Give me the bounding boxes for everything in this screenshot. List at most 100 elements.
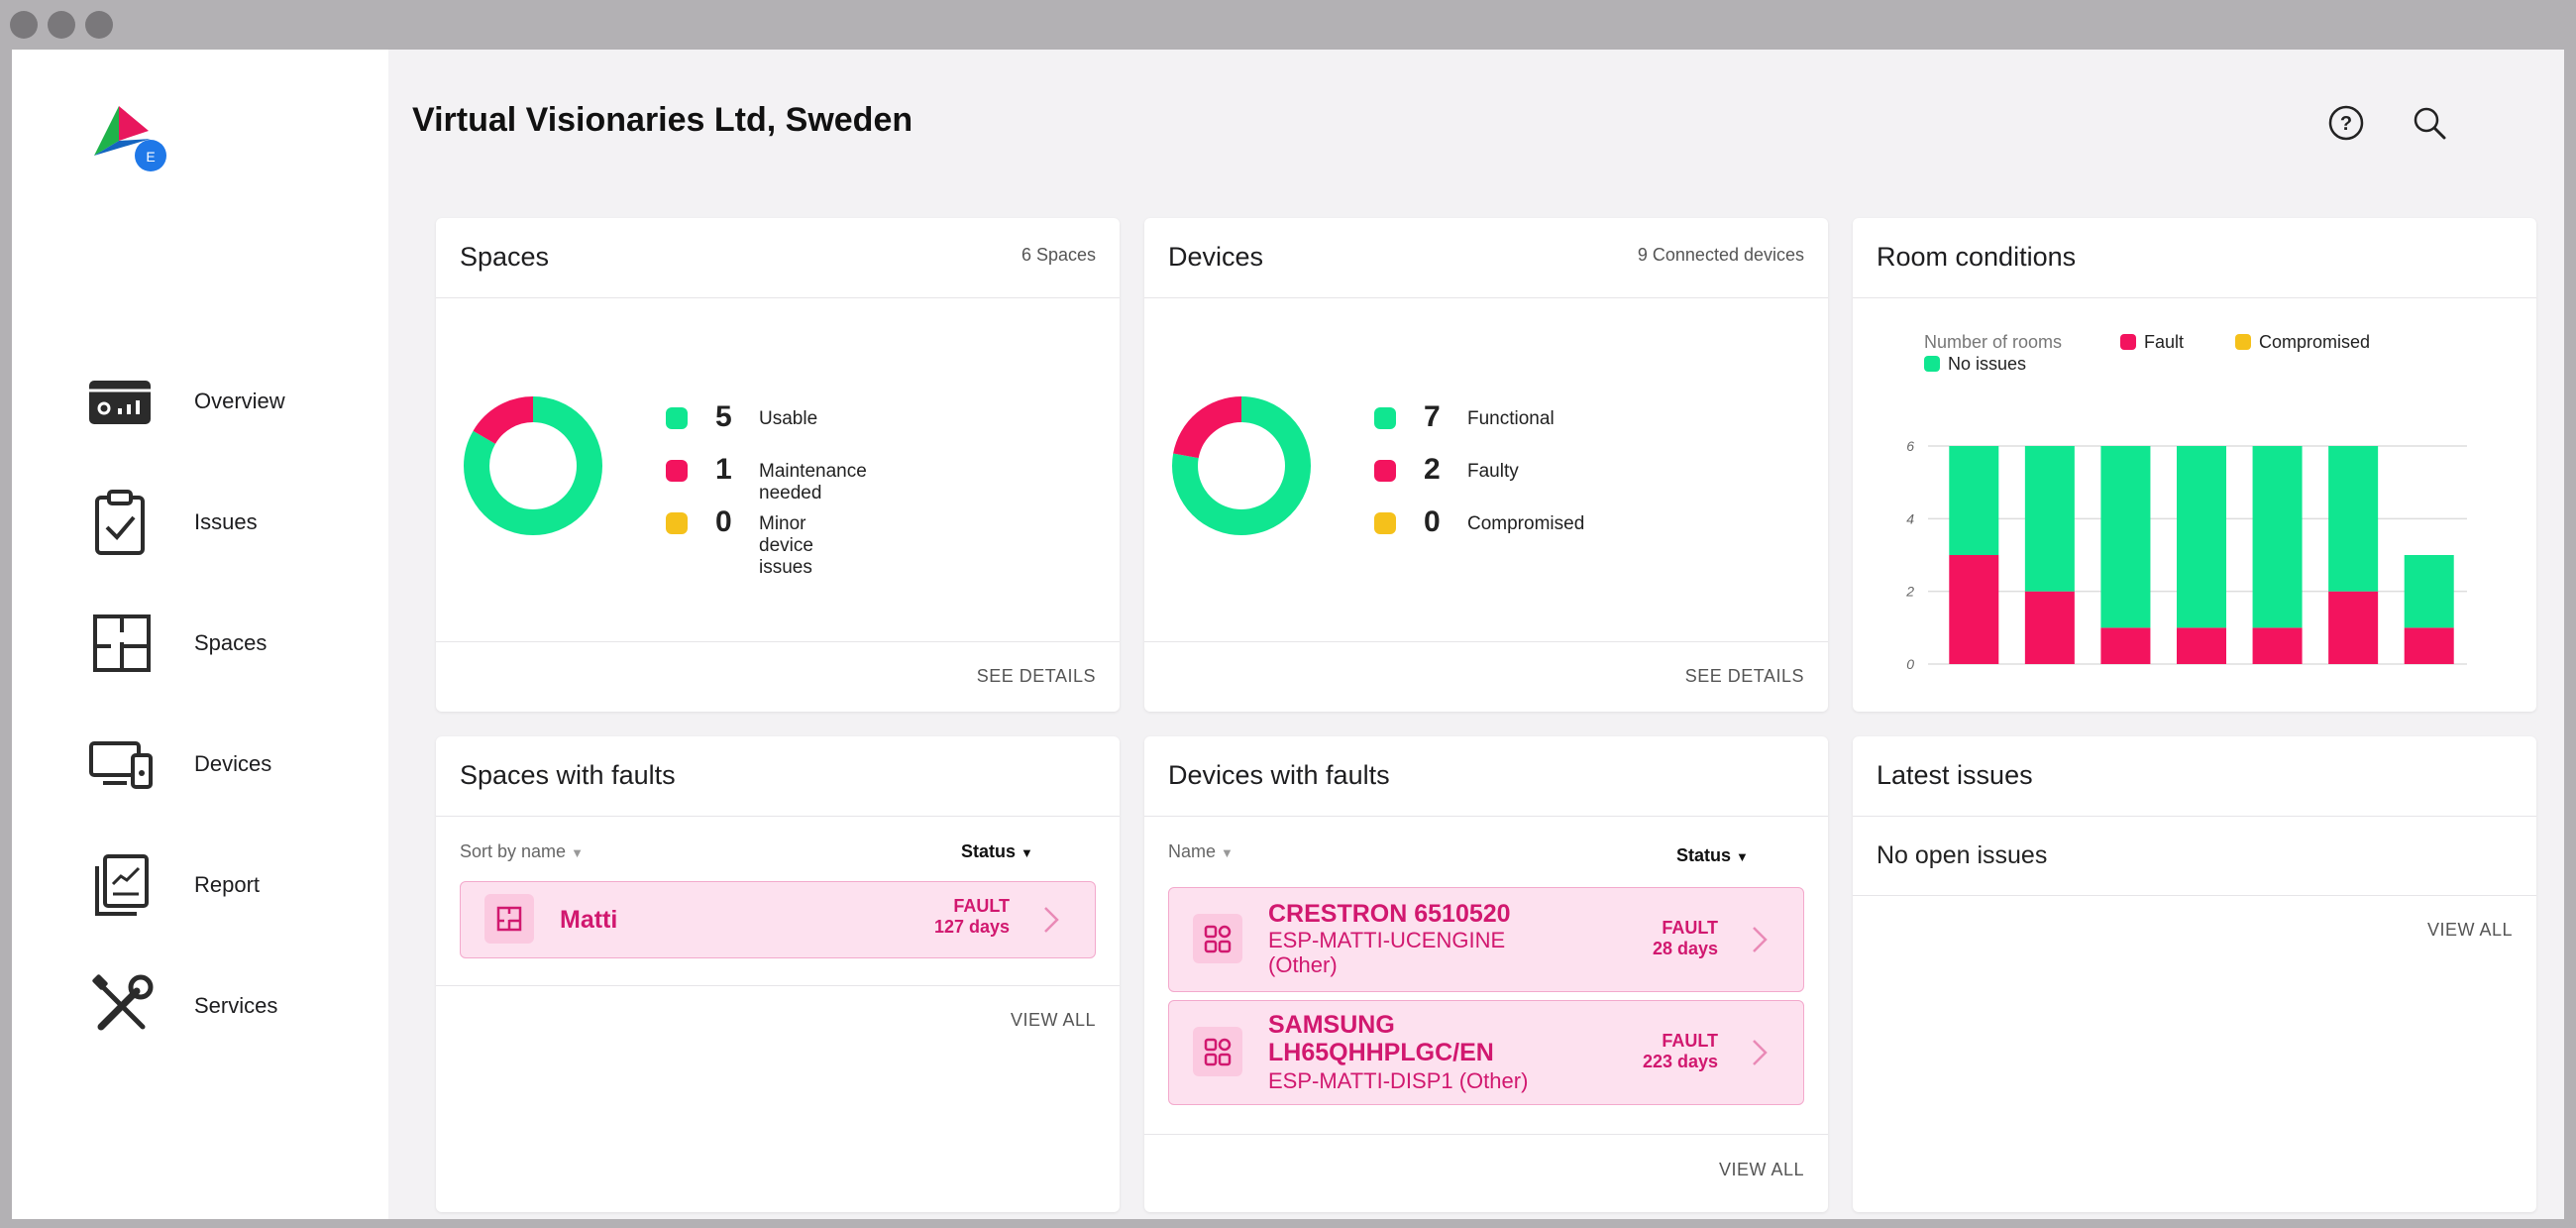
caret-down-icon: ▼	[1020, 845, 1033, 860]
status-sort[interactable]: Status ▼	[961, 841, 1033, 862]
bar-segment	[2024, 591, 2075, 664]
space-name: Matti	[560, 906, 618, 934]
x-tick-label: 02.09	[2108, 673, 2143, 674]
window-close-button[interactable]	[10, 11, 38, 39]
devices-faults-card: Devices with faults Name ▼ Status ▼ CRES…	[1144, 736, 1828, 1212]
search-icon[interactable]	[2410, 103, 2449, 143]
x-tick-label: 05.09	[2336, 673, 2371, 674]
chevron-right-icon	[1753, 927, 1768, 952]
bar-segment	[2100, 446, 2151, 628]
legend-value: 0	[715, 505, 732, 538]
device-location: ESP-MATTI-UCENGINE	[1268, 928, 1506, 952]
device-name-line1: SAMSUNG	[1268, 1011, 1395, 1039]
green-dot	[666, 407, 688, 429]
tools-icon	[92, 974, 154, 1031]
sidebar-item-label: Services	[194, 993, 278, 1018]
view-all-link[interactable]: VIEW ALL	[2426, 920, 2513, 940]
sidebar-item-overview[interactable]: Overview	[12, 357, 388, 446]
legend-value: 7	[1424, 400, 1441, 433]
card-title: Spaces	[460, 242, 550, 272]
legend-label: Compromised	[2259, 332, 2371, 352]
spaces-donut-chart	[464, 396, 602, 535]
view-all-link[interactable]: VIEW ALL	[1010, 1010, 1096, 1030]
floorplan-icon	[484, 894, 534, 944]
legend-value: 0	[1424, 505, 1441, 538]
bar-segment	[2252, 446, 2303, 628]
red-dot	[666, 460, 688, 482]
x-tick-label: 31.08	[1957, 673, 1991, 674]
see-details-link[interactable]: SEE DETAILS	[1684, 666, 1804, 686]
x-tick-label: 06.09	[2412, 673, 2446, 674]
clipboard-check-icon	[95, 490, 145, 555]
card-title: Room conditions	[1877, 242, 2077, 272]
red-square	[2120, 334, 2136, 350]
app-window: E Overview Issues	[12, 50, 2564, 1219]
logo-icon: E	[94, 106, 166, 171]
status-text: FAULT	[1662, 918, 1718, 938]
bar-segment	[2024, 446, 2075, 592]
legend-compromised: Compromised	[2235, 332, 2370, 353]
device-location: ESP-MATTI-DISP1 (Other)	[1268, 1068, 1529, 1093]
divider	[436, 297, 1120, 298]
window-minimize-button[interactable]	[48, 11, 75, 39]
status-sort[interactable]: Status ▼	[1676, 845, 1749, 866]
status-text: FAULT	[1662, 1031, 1718, 1051]
legend-label: Faulty	[1467, 461, 1519, 482]
divider	[1853, 297, 2536, 298]
name-sort-dropdown[interactable]: Name ▼	[1168, 841, 1234, 862]
spaces-card: Spaces 6 Spaces 5 Usable 1 Maintenance n…	[436, 218, 1120, 712]
help-icon[interactable]: ?	[2326, 103, 2366, 143]
devices-icon	[89, 741, 153, 789]
window-maximize-button[interactable]	[85, 11, 113, 39]
yellow-dot	[1374, 512, 1396, 534]
room-conditions-card: Room conditions Number of rooms Fault Co…	[1853, 218, 2536, 712]
sidebar-item-report[interactable]: Report	[12, 840, 388, 930]
see-details-link[interactable]: SEE DETAILS	[976, 666, 1096, 686]
chevron-right-icon	[1044, 907, 1059, 933]
legend-label: Usable	[759, 408, 818, 429]
legend-label: Functional	[1467, 408, 1555, 429]
legend-label: Maintenance needed	[759, 461, 867, 503]
donut-segment	[1172, 396, 1311, 535]
x-tick-label: 01.09	[2032, 673, 2067, 674]
sidebar-item-devices[interactable]: Devices	[12, 720, 388, 809]
room-conditions-chart: 0 2 4 6 31.08 01.09 02.09 03.09 04.09 05.09 06.09	[1905, 438, 2467, 674]
bar-segment	[1949, 446, 1999, 555]
fault-duration: 127 days	[933, 917, 1010, 937]
empty-state-text: No open issues	[1877, 841, 2048, 869]
device-fault-row[interactable]: CRESTRON 6510520 ESP-MATTI-UCENGINE (Oth…	[1168, 887, 1804, 992]
divider	[1853, 816, 2536, 817]
space-fault-row[interactable]: Matti FAULT 127 days	[460, 881, 1096, 958]
spaces-count: 6 Spaces	[1020, 245, 1096, 265]
device-fault-row[interactable]: SAMSUNG LH65QHHPLGC/EN ESP-MATTI-DISP1 (…	[1168, 1000, 1804, 1105]
sort-by-name-dropdown[interactable]: Sort by name ▼	[460, 841, 584, 862]
donut-segment	[464, 396, 602, 535]
fault-status: FAULT 127 days	[934, 896, 1010, 938]
sidebar-item-label: Devices	[194, 751, 272, 776]
device-type: (Other)	[1268, 952, 1338, 977]
fault-status: FAULT 223 days	[1643, 1031, 1718, 1072]
sidebar-item-issues[interactable]: Issues	[12, 478, 388, 567]
sidebar-item-spaces[interactable]: Spaces	[12, 599, 388, 688]
floorplan-icon	[93, 614, 151, 672]
divider	[436, 985, 1120, 986]
y-tick-label: 4	[1906, 510, 1914, 526]
yellow-dot	[666, 512, 688, 534]
sidebar-item-services[interactable]: Services	[12, 961, 388, 1051]
view-all-link[interactable]: VIEW ALL	[1718, 1160, 1804, 1179]
fault-duration: 28 days	[1652, 939, 1718, 958]
yellow-square	[2235, 334, 2251, 350]
bar-segment	[2252, 627, 2303, 664]
sidebar: E Overview Issues	[12, 50, 388, 1219]
page-title: Virtual Visionaries Ltd, Sweden	[412, 101, 913, 139]
name-label: Name	[1168, 841, 1217, 861]
company-logo[interactable]: E	[89, 101, 178, 190]
legend-label: Compromised	[1467, 513, 1585, 534]
bar-segment	[2177, 446, 2226, 628]
x-tick-label: 04.09	[2260, 673, 2295, 674]
caret-down-icon: ▼	[1221, 845, 1234, 860]
legend-value: 5	[715, 400, 732, 433]
legend-label: Fault	[2144, 332, 2185, 352]
latest-issues-card: Latest issues No open issues VIEW ALL	[1853, 736, 2536, 1212]
status-text: FAULT	[953, 896, 1010, 916]
